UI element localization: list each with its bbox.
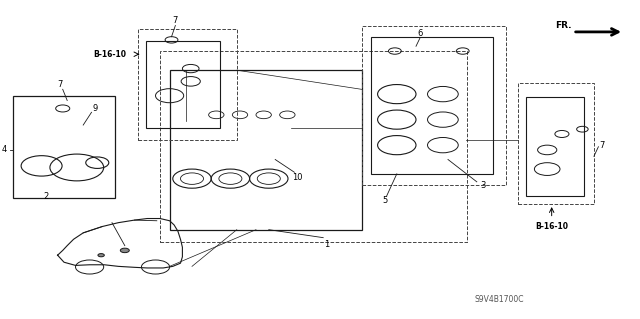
Text: B-16-10: B-16-10 (535, 222, 568, 231)
Text: 7: 7 (599, 141, 604, 150)
Text: FR.: FR. (555, 21, 572, 30)
Text: 7: 7 (57, 80, 62, 89)
Bar (13, 96, 115, 198)
Bar (371, 37, 493, 174)
Text: 3: 3 (481, 181, 486, 189)
Text: 2: 2 (44, 192, 49, 201)
Text: 9: 9 (92, 104, 97, 113)
Circle shape (98, 254, 104, 257)
Bar (526, 97, 584, 196)
Text: 7: 7 (173, 16, 178, 25)
Text: B-16-10: B-16-10 (93, 50, 126, 59)
Bar (518, 83, 594, 204)
Bar (362, 26, 506, 185)
Bar (170, 70, 362, 230)
Text: S9V4B1700C: S9V4B1700C (474, 295, 524, 304)
Bar (146, 41, 220, 128)
Text: 4: 4 (1, 145, 6, 154)
Circle shape (120, 248, 129, 253)
Bar (160, 51, 467, 242)
Bar (138, 29, 237, 140)
Text: 6: 6 (417, 29, 422, 38)
Text: 1: 1 (324, 240, 329, 249)
Text: 5: 5 (383, 197, 388, 205)
Text: 10: 10 (292, 173, 303, 182)
